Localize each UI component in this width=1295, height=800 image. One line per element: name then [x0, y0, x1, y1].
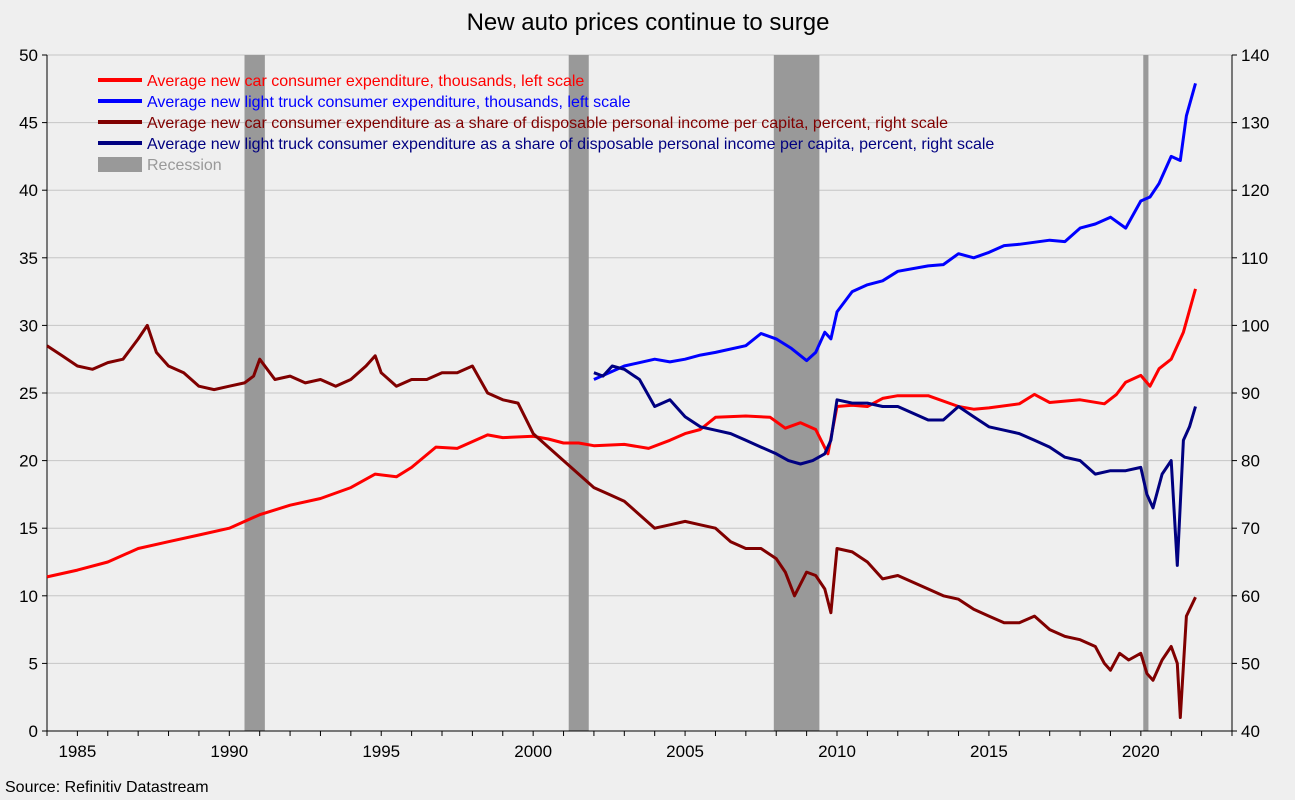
x-tick-label: 1995 — [362, 742, 400, 761]
right-tick-label: 70 — [1241, 519, 1260, 538]
left-tick-label: 50 — [19, 46, 38, 65]
x-tick-label: 2015 — [970, 742, 1008, 761]
right-tick-label: 60 — [1241, 587, 1260, 606]
right-tick-label: 90 — [1241, 384, 1260, 403]
legend-label: Average new light truck consumer expendi… — [147, 136, 994, 153]
legend-label: Average new light truck consumer expendi… — [147, 94, 631, 111]
x-tick-label: 2005 — [666, 742, 704, 761]
right-axis-ticks: 40 50 60 70 80 90 100 110 120 130 140 — [1232, 46, 1269, 741]
left-tick-label: 5 — [29, 654, 38, 673]
left-tick-label: 20 — [19, 452, 38, 471]
x-axis-ticks: 1985 1990 1995 2000 2005 2010 2015 2020 — [46, 731, 1233, 761]
left-tick-label: 35 — [19, 249, 38, 268]
right-tick-label: 80 — [1241, 452, 1260, 471]
recession-band — [773, 55, 820, 731]
source-note: Source: Refinitiv Datastream — [5, 779, 209, 796]
right-tick-label: 50 — [1241, 654, 1260, 673]
x-tick-label: 2020 — [1122, 742, 1160, 761]
chart-title: New auto prices continue to surge — [467, 9, 830, 36]
series-line-4 — [593, 364, 1197, 567]
right-tick-label: 130 — [1241, 114, 1269, 133]
right-tick-label: 140 — [1241, 46, 1269, 65]
left-tick-label: 30 — [19, 316, 38, 335]
legend-label-recession: Recession — [147, 157, 222, 174]
series-lines — [46, 82, 1197, 719]
x-tick-label: 2010 — [818, 742, 856, 761]
series-line-2 — [593, 82, 1197, 381]
left-tick-label: 45 — [19, 114, 38, 133]
legend-label: Average new car consumer expenditure, th… — [147, 73, 584, 90]
x-tick-label: 1990 — [210, 742, 248, 761]
left-tick-label: 15 — [19, 519, 38, 538]
series-line-1 — [46, 288, 1197, 579]
right-tick-label: 40 — [1241, 722, 1260, 741]
legend-swatch-recession — [98, 157, 142, 172]
right-tick-label: 100 — [1241, 316, 1269, 335]
recession-bands — [244, 55, 1149, 731]
right-tick-label: 110 — [1241, 249, 1268, 268]
legend: Average new car consumer expenditure, th… — [98, 73, 994, 174]
recession-band — [568, 55, 589, 731]
series-line-3 — [46, 323, 1197, 719]
recession-band — [244, 55, 265, 731]
left-axis-ticks: 0 5 10 15 20 25 30 35 40 45 50 — [19, 46, 47, 741]
legend-label: Average new car consumer expenditure as … — [147, 115, 948, 132]
right-tick-label: 120 — [1241, 181, 1269, 200]
left-tick-label: 0 — [29, 722, 38, 741]
x-tick-label: 1985 — [58, 742, 96, 761]
left-tick-label: 25 — [19, 384, 38, 403]
recession-band — [1143, 55, 1149, 731]
x-tick-label: 2000 — [514, 742, 552, 761]
left-tick-label: 40 — [19, 181, 38, 200]
left-tick-label: 10 — [19, 587, 38, 606]
